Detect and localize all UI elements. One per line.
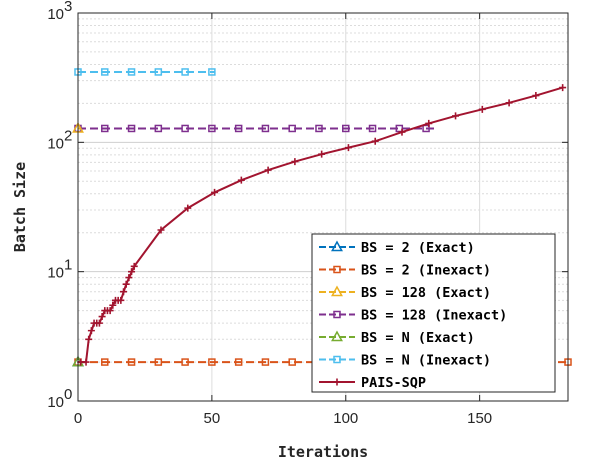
data-point [101,124,109,133]
data-point [95,319,103,327]
legend-marker [333,310,341,319]
data-point [398,128,406,136]
data-point [261,124,270,133]
y-tick-label: 10 [47,135,64,152]
data-point [109,301,117,309]
axes-frame [77,12,569,402]
data-point [532,92,540,100]
data-point [130,262,138,270]
y-tick-exponent: 1 [64,257,72,274]
data-point [234,124,243,133]
y-tick-exponent: 0 [64,386,72,403]
legend-label: BS = 2 (Inexact) [361,263,491,279]
x-tick-label: 150 [467,410,492,427]
y-axis-title: Batch Size [11,162,29,252]
legend-entry: BS = 128 (Exact) [319,285,491,301]
data-point [425,119,433,127]
data-point [87,327,95,335]
series-6 [77,84,567,366]
legend-entry: PAIS-SQP [319,375,426,391]
legend-label: BS = N (Inexact) [361,353,491,369]
data-point [211,188,219,196]
legend-marker [333,355,341,364]
data-point [368,124,377,133]
legend: BS = 2 (Exact) BS = 2 (Inexact) BS = 128 (… [311,233,556,393]
data-point [318,150,326,158]
data-point [288,358,296,366]
y-tick-exponent: 2 [64,127,72,144]
legend-entry: BS = 2 (Exact) [319,240,475,256]
data-point [181,358,189,366]
series-3 [74,124,435,133]
data-point [288,124,296,133]
x-tick-label: 100 [333,410,358,427]
legend-label: PAIS-SQP [361,375,426,391]
x-tick-label: 50 [204,410,221,427]
data-point [101,358,109,366]
data-point [154,124,163,133]
data-point [208,68,216,76]
data-point [125,274,133,282]
legend-entry: BS = 2 (Inexact) [319,263,491,279]
data-point [344,144,352,152]
data-point [85,335,93,343]
legend-entry: BS = N (Inexact) [319,353,491,369]
data-point [98,313,106,321]
data-point [315,124,323,133]
data-point [559,84,567,92]
data-point [127,124,136,133]
data-point [154,68,163,76]
data-point [342,124,350,133]
x-axis-title: Iterations [278,443,368,461]
data-point [184,204,192,212]
data-point [234,358,243,366]
x-tick-label: 0 [74,410,82,427]
data-point [120,288,128,296]
data-point [127,68,136,76]
legend-label: BS = N (Exact) [361,330,475,346]
y-tick-exponent: 3 [64,0,72,15]
legend-marker [331,330,343,342]
legend-marker [333,378,341,386]
legend-marker [331,240,343,252]
data-point [261,358,270,366]
data-point [237,176,245,184]
data-point [291,158,299,166]
y-tick-label: 10 [47,394,64,411]
y-tick-label: 10 [47,6,64,23]
data-point [157,226,165,234]
data-point [264,166,272,174]
data-point [452,112,460,120]
data-point [127,358,136,366]
plot-frame [77,12,569,402]
legend-entry: BS = N (Exact) [319,330,475,346]
data-point [117,296,125,304]
legend-entry: BS = 128 (Inexact) [319,308,507,324]
legend-label: BS = 2 (Exact) [361,240,475,256]
legend-marker [333,265,341,274]
data-point [505,99,513,107]
legend-label: BS = 128 (Exact) [361,285,491,301]
data-point [181,68,189,76]
data-point [478,105,486,113]
y-tick-label: 10 [47,265,64,282]
data-point [106,307,114,315]
data-point [181,124,189,133]
data-point [82,358,90,366]
data-point [208,358,216,366]
data-point [371,137,379,145]
legend-label: BS = 128 (Inexact) [361,308,507,324]
data-point [154,358,163,366]
data-point [208,124,216,133]
legend-box [311,233,556,393]
data-point [101,68,109,76]
legend-marker [331,285,343,297]
data-point [122,280,130,288]
data-point [422,124,430,133]
data-point [128,268,136,276]
